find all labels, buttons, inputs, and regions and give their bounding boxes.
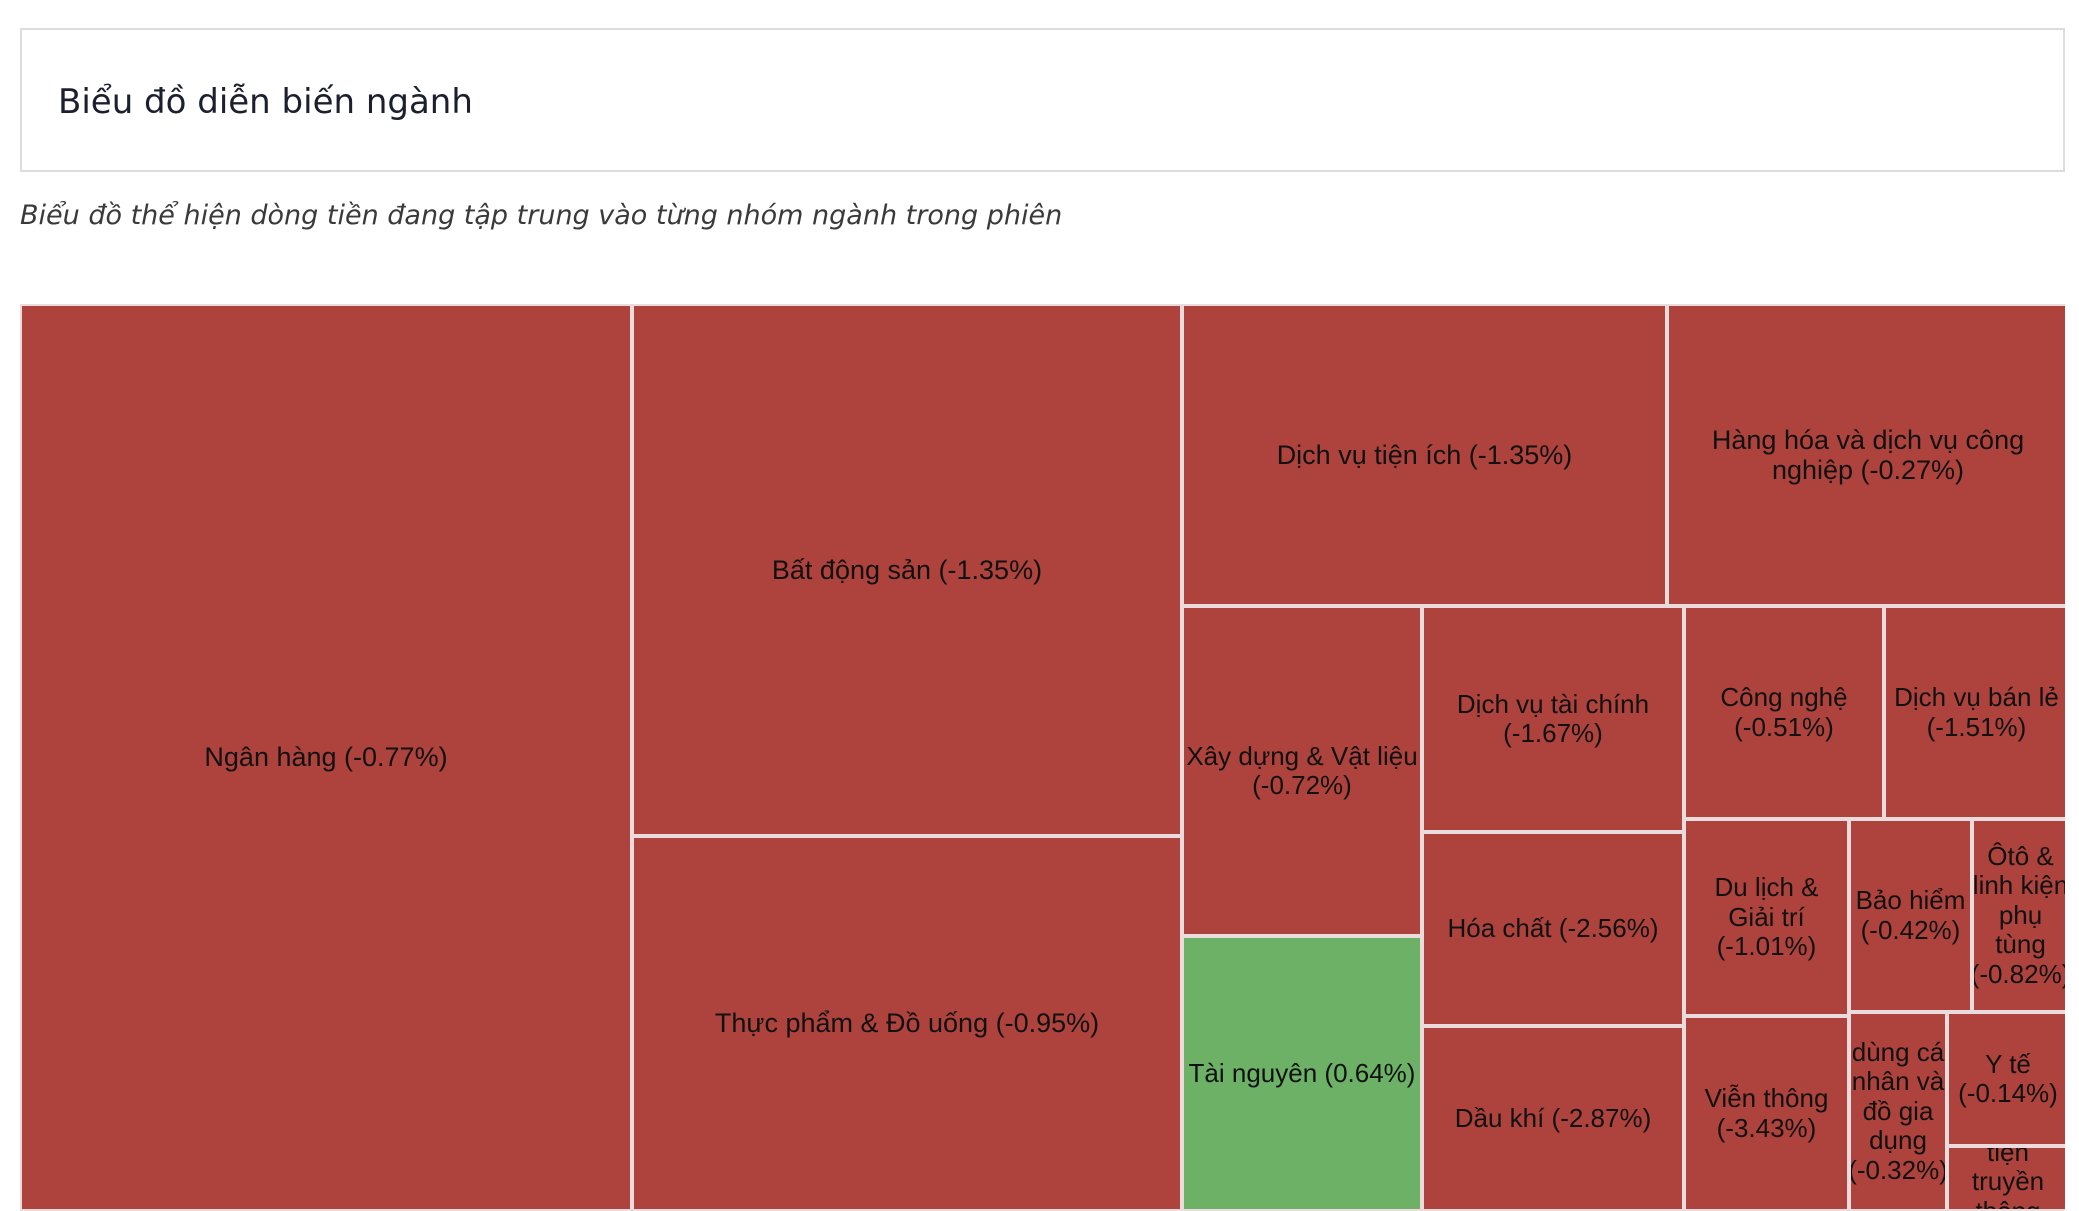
sector-tile[interactable]: tiện truyền thông <box>1947 1146 2065 1211</box>
sector-label: Tài nguyên (0.64%) <box>1188 1057 1416 1088</box>
sector-tile[interactable]: Dịch vụ tài chính (-1.67%) <box>1422 606 1684 832</box>
sector-label: Thực phẩm & Đồ uống (-0.95%) <box>714 1008 1100 1039</box>
sector-label: Bảo hiểm (-0.42%) <box>1855 885 1966 945</box>
sector-tile[interactable]: Hàng hóa và dịch vụ công nghiệp (-0.27%) <box>1667 304 2065 606</box>
sector-tile[interactable]: Thực phẩm & Đồ uống (-0.95%) <box>632 836 1182 1211</box>
sector-tile[interactable]: Ôtô & linh kiện phụ tùng (-0.82%) <box>1972 819 2065 1012</box>
sector-tile[interactable]: dùng cá nhân và đồ gia dụng (-0.32%) <box>1849 1012 1947 1211</box>
sector-tile[interactable]: Y tế (-0.14%) <box>1947 1012 2065 1146</box>
sector-tile[interactable]: Bảo hiểm (-0.42%) <box>1849 819 1972 1012</box>
sector-label: tiện truyền thông <box>1971 1146 2045 1211</box>
sector-tile[interactable]: Du lịch & Giải trí (-1.01%) <box>1684 819 1849 1016</box>
page-title: Biểu đồ diễn biến ngành <box>58 82 473 122</box>
chart-title-box: Biểu đồ diễn biến ngành <box>20 28 2065 172</box>
sector-label: Bất động sản (-1.35%) <box>771 554 1043 585</box>
sector-label: Hàng hóa và dịch vụ công nghiệp (-0.27%) <box>1711 424 2025 486</box>
sector-tile[interactable]: Dịch vụ bán lẻ (-1.51%) <box>1884 606 2065 819</box>
sector-tile[interactable]: Dầu khí (-2.87%) <box>1422 1026 1684 1211</box>
sector-label: dùng cá nhân và đồ gia dụng (-0.32%) <box>1849 1037 1947 1185</box>
sector-label: Dịch vụ tài chính (-1.67%) <box>1456 688 1650 748</box>
sector-label: Xây dựng & Vật liệu (-0.72%) <box>1186 740 1418 800</box>
sector-label: Hóa chất (-2.56%) <box>1447 913 1659 944</box>
sector-label: Du lịch & Giải trí (-1.01%) <box>1714 872 1819 962</box>
sector-tile[interactable]: Tài nguyên (0.64%) <box>1182 936 1422 1211</box>
sector-tile[interactable]: Ngân hàng (-0.77%) <box>20 304 632 1211</box>
sector-tile[interactable]: Viễn thông (-3.43%) <box>1684 1016 1849 1211</box>
sector-label: Dầu khí (-2.87%) <box>1454 1102 1652 1133</box>
sector-label: Dịch vụ tiện ích (-1.35%) <box>1276 439 1573 470</box>
sector-label: Viễn thông (-3.43%) <box>1704 1083 1829 1143</box>
chart-subtitle: Biểu đồ thể hiện dòng tiền đang tập trun… <box>20 200 1063 231</box>
sector-treemap: Ngân hàng (-0.77%) Bất động sản (-1.35%) T… <box>20 304 2065 1211</box>
sector-label: Ôtô & linh kiện phụ tùng (-0.82%) <box>1972 841 2065 989</box>
sector-tile[interactable]: Công nghệ (-0.51%) <box>1684 606 1884 819</box>
sector-tile[interactable]: Xây dựng & Vật liệu (-0.72%) <box>1182 606 1422 936</box>
sector-label: Y tế (-0.14%) <box>1958 1048 2058 1108</box>
sector-label: Ngân hàng (-0.77%) <box>204 742 448 773</box>
sector-tile[interactable]: Dịch vụ tiện ích (-1.35%) <box>1182 304 1667 606</box>
sector-label: Dịch vụ bán lẻ (-1.51%) <box>1894 682 2059 742</box>
sector-label: Công nghệ (-0.51%) <box>1720 682 1848 742</box>
sector-tile[interactable]: Bất động sản (-1.35%) <box>632 304 1182 836</box>
sector-tile[interactable]: Hóa chất (-2.56%) <box>1422 832 1684 1026</box>
